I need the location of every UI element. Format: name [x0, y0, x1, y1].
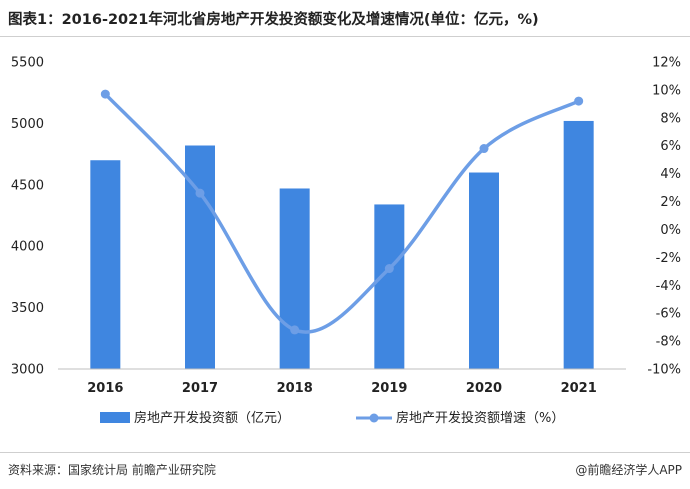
- left-tick-label: 5000: [11, 117, 44, 132]
- left-tick-label: 4000: [11, 240, 44, 255]
- bar: [563, 120, 594, 369]
- x-tick-label: 2016: [87, 381, 123, 396]
- x-tick-label: 2020: [466, 381, 502, 396]
- growth-point: [290, 325, 300, 335]
- right-tick-label: 4%: [660, 167, 681, 182]
- right-tick-label: 12%: [652, 56, 681, 71]
- legend-bar-label: 房地产开发投资额（亿元）: [134, 410, 290, 426]
- x-tick-label: 2017: [182, 381, 218, 396]
- left-tick-label: 3500: [11, 301, 44, 316]
- right-tick-label: -10%: [647, 363, 681, 378]
- left-tick-label: 4500: [11, 178, 44, 193]
- legend-line-label: 房地产开发投资额增速（%）: [396, 410, 564, 426]
- credit-note: @前瞻经济学人APP: [575, 463, 682, 477]
- right-tick-label: 6%: [660, 139, 681, 154]
- legend-bar-swatch: [100, 412, 130, 423]
- growth-point: [384, 264, 394, 274]
- chart-title: 图表1：2016-2021年河北省房地产开发投资额变化及增速情况(单位：亿元，%…: [8, 12, 539, 28]
- growth-line: [103, 92, 581, 334]
- combo-chart: 3000 3500 4000 4500 5000 5500 -10% -8% -6% -4% -2%…: [11, 56, 681, 427]
- right-tick-label: -4%: [656, 279, 681, 294]
- x-tick-label: 2018: [277, 381, 313, 396]
- right-tick-label: -6%: [656, 307, 681, 322]
- bar: [374, 204, 405, 369]
- x-tick-label: 2021: [561, 381, 597, 396]
- title-divider: [0, 36, 690, 37]
- right-tick-label: 2%: [660, 195, 681, 210]
- footer-divider: [0, 452, 690, 453]
- x-tick-label: 2019: [371, 381, 407, 396]
- left-tick-label: 5500: [11, 56, 44, 71]
- legend-line-marker: [369, 413, 379, 423]
- growth-point: [195, 188, 205, 198]
- right-tick-label: 0%: [660, 223, 681, 238]
- growth-point: [100, 89, 110, 99]
- right-tick-label: 10%: [652, 83, 681, 98]
- growth-point: [479, 144, 489, 154]
- bar: [90, 160, 121, 369]
- bar: [279, 188, 310, 369]
- source-note: 资料来源：国家统计局 前瞻产业研究院: [8, 463, 216, 477]
- left-tick-label: 3000: [11, 363, 44, 378]
- growth-point: [574, 96, 584, 106]
- right-tick-label: 8%: [660, 111, 681, 126]
- right-tick-label: -2%: [656, 251, 681, 266]
- right-tick-label: -8%: [656, 335, 681, 350]
- bar: [469, 172, 499, 369]
